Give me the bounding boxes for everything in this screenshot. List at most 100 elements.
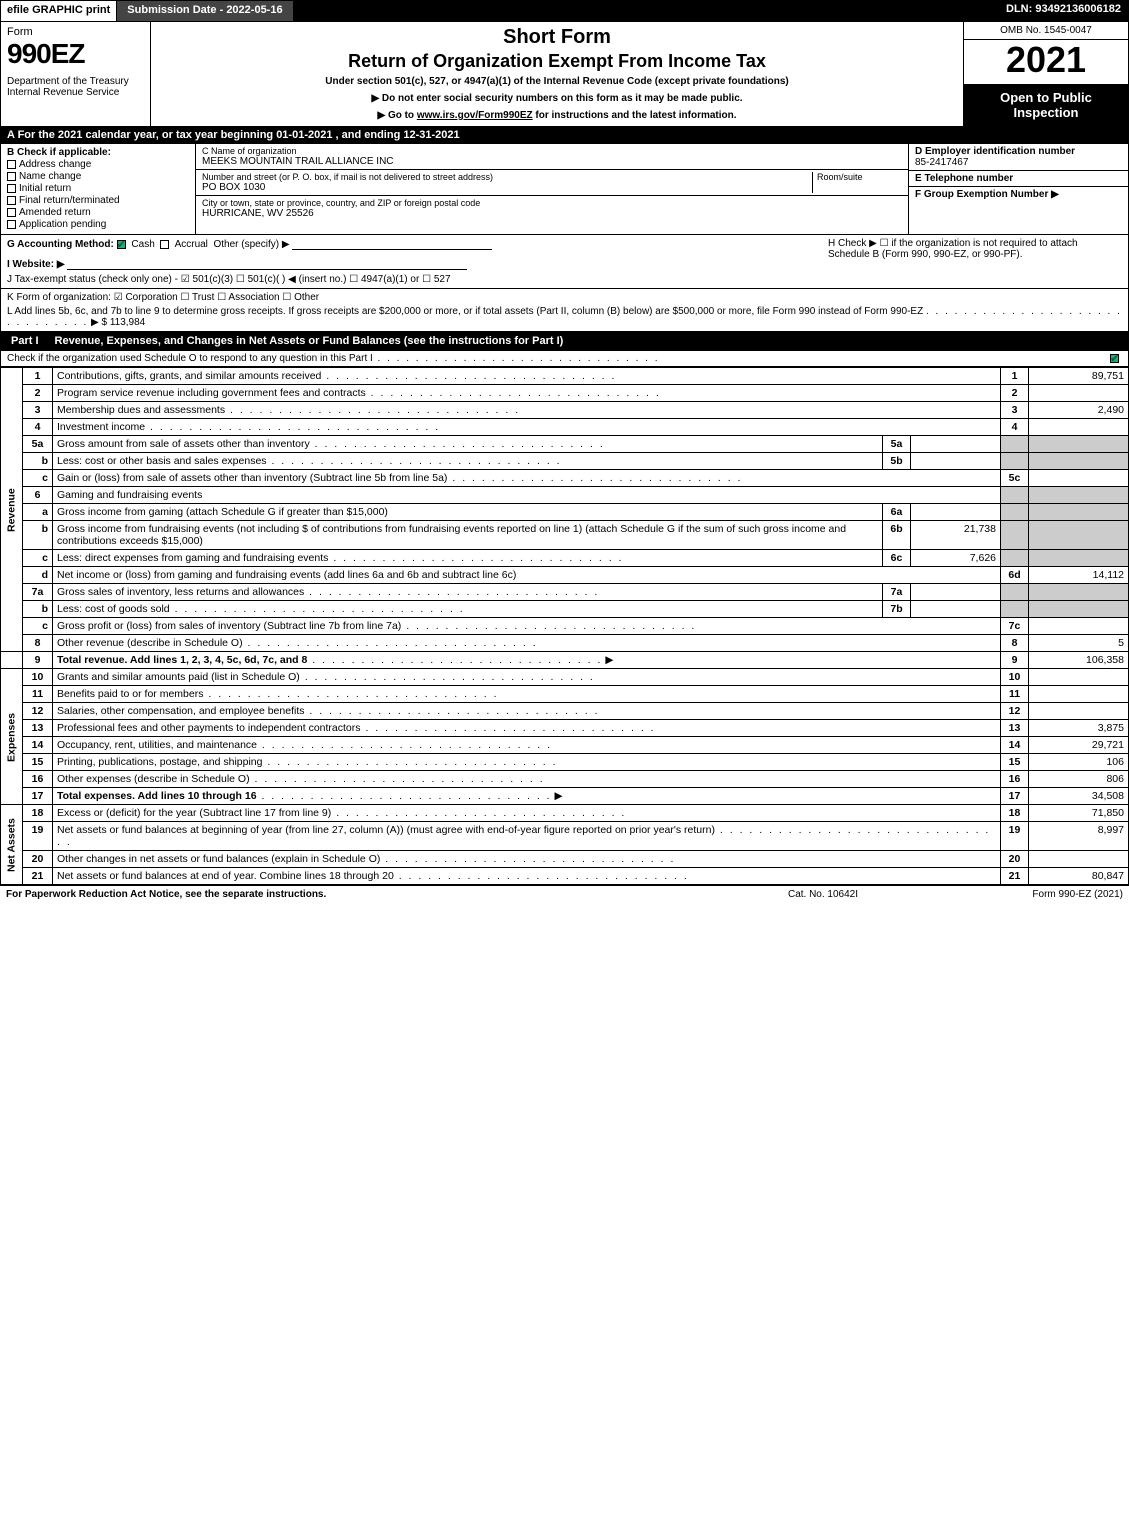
row-19-desc: Net assets or fund balances at beginning… (53, 822, 1001, 851)
chk-application-pending[interactable] (7, 220, 16, 229)
row-5b-desc: Less: cost or other basis and sales expe… (53, 453, 883, 470)
row-10-desc: Grants and similar amounts paid (list in… (53, 669, 1001, 686)
chk-accrual[interactable] (160, 240, 169, 249)
chk-address-change[interactable] (7, 160, 16, 169)
line-k: K Form of organization: ☑ Corporation ☐ … (7, 292, 1122, 303)
row-8-box: 8 (1001, 635, 1029, 652)
row-3-val: 2,490 (1029, 402, 1129, 419)
website-input[interactable] (67, 258, 467, 270)
line-i: I Website: ▶ (7, 258, 822, 270)
opt-address: Address change (19, 159, 91, 170)
row-7c-val (1029, 618, 1129, 635)
row-5b-mval (911, 453, 1001, 470)
row-20-box: 20 (1001, 851, 1029, 868)
c-street-label: Number and street (or P. O. box, if mail… (202, 172, 812, 182)
chk-amended-return[interactable] (7, 208, 16, 217)
row-15-num: 15 (23, 754, 53, 771)
row-7c-desc: Gross profit or (loss) from sales of inv… (53, 618, 1001, 635)
netassets-side-label: Net Assets (1, 805, 23, 885)
row-6c-desc: Less: direct expenses from gaming and fu… (53, 550, 883, 567)
g-other-input[interactable] (292, 238, 492, 250)
form-number: 990EZ (7, 38, 144, 70)
c-name-label: C Name of organization (202, 146, 902, 156)
row-6a-shade2 (1029, 504, 1129, 521)
line-a-text: A For the 2021 calendar year, or tax yea… (7, 129, 460, 141)
row-14-val: 29,721 (1029, 737, 1129, 754)
row-13-val: 3,875 (1029, 720, 1129, 737)
row-8-val: 5 (1029, 635, 1129, 652)
row-6d-box: 6d (1001, 567, 1029, 584)
chk-initial-return[interactable] (7, 184, 16, 193)
row-15-val: 106 (1029, 754, 1129, 771)
org-street: PO BOX 1030 (202, 182, 812, 193)
instruction-goto: ▶ Go to www.irs.gov/Form990EZ for instru… (159, 110, 955, 121)
row-4-box: 4 (1001, 419, 1029, 436)
row-9-num: 9 (23, 652, 53, 669)
row-19-box: 19 (1001, 822, 1029, 851)
row-5b-shade2 (1029, 453, 1129, 470)
f-label: F Group Exemption Number ▶ (915, 189, 1122, 200)
row-3-box: 3 (1001, 402, 1029, 419)
row-6c-mval: 7,626 (911, 550, 1001, 567)
row-7a-mval (911, 584, 1001, 601)
row-6-desc: Gaming and fundraising events (53, 487, 1001, 504)
dept-label: Department of the Treasury (7, 76, 144, 87)
row-7a-desc: Gross sales of inventory, less returns a… (53, 584, 883, 601)
irs-link[interactable]: www.irs.gov/Form990EZ (417, 110, 533, 121)
efile-print-label[interactable]: efile GRAPHIC print (0, 0, 117, 22)
chk-name-change[interactable] (7, 172, 16, 181)
row-13-box: 13 (1001, 720, 1029, 737)
open-to-public: Open to Public Inspection (964, 84, 1128, 126)
row-19-val: 8,997 (1029, 822, 1129, 851)
row-6c-num: c (23, 550, 53, 567)
row-5a-shade1 (1001, 436, 1029, 453)
row-11-desc: Benefits paid to or for members (53, 686, 1001, 703)
row-7b-mid: 7b (883, 601, 911, 618)
row-12-box: 12 (1001, 703, 1029, 720)
row-17-text: Total expenses. Add lines 10 through 16 (57, 790, 257, 802)
row-4-num: 4 (23, 419, 53, 436)
row-5c-box: 5c (1001, 470, 1029, 487)
chk-final-return[interactable] (7, 196, 16, 205)
row-5c-desc: Gain or (loss) from sale of assets other… (53, 470, 1001, 487)
c-city-label: City or town, state or province, country… (202, 198, 902, 208)
row-13-num: 13 (23, 720, 53, 737)
row-7b-shade2 (1029, 601, 1129, 618)
row-4-desc: Investment income (53, 419, 1001, 436)
row-5a-mval (911, 436, 1001, 453)
row-10-val (1029, 669, 1129, 686)
row-3-num: 3 (23, 402, 53, 419)
row-20-num: 20 (23, 851, 53, 868)
row-6b-shade1 (1001, 521, 1029, 550)
row-15-desc: Printing, publications, postage, and shi… (53, 754, 1001, 771)
row-7a-num: 7a (23, 584, 53, 601)
chk-cash[interactable] (117, 240, 126, 249)
row-19-num: 19 (23, 822, 53, 851)
row-1-num: 1 (23, 368, 53, 385)
part-i-sub: Check if the organization used Schedule … (0, 351, 1129, 367)
row-7c-num: c (23, 618, 53, 635)
org-city: HURRICANE, WV 25526 (202, 208, 902, 219)
goto-prefix: ▶ Go to (377, 110, 416, 121)
title-return: Return of Organization Exempt From Incom… (159, 51, 955, 72)
form-header: Form 990EZ Department of the Treasury In… (0, 22, 1129, 127)
e-label: E Telephone number (915, 173, 1122, 184)
i-label: I Website: ▶ (7, 259, 65, 270)
chk-schedule-o[interactable] (1110, 354, 1119, 363)
row-7a-shade2 (1029, 584, 1129, 601)
line-l: L Add lines 5b, 6c, and 7b to line 9 to … (7, 306, 1122, 328)
row-6b-mid: 6b (883, 521, 911, 550)
row-9-val: 106,358 (1029, 652, 1129, 669)
l-text: L Add lines 5b, 6c, and 7b to line 9 to … (7, 306, 923, 317)
row-18-box: 18 (1001, 805, 1029, 822)
row-6-shade2 (1029, 487, 1129, 504)
part-i-sub-text: Check if the organization used Schedule … (7, 353, 1102, 364)
footer-cat-no: Cat. No. 10642I (723, 889, 923, 900)
row-6a-desc: Gross income from gaming (attach Schedul… (53, 504, 883, 521)
row-6-shade1 (1001, 487, 1029, 504)
row-5b-num: b (23, 453, 53, 470)
part-i-table: Revenue 1 Contributions, gifts, grants, … (0, 367, 1129, 885)
form-title-block: Short Form Return of Organization Exempt… (151, 22, 963, 126)
row-21-num: 21 (23, 868, 53, 885)
row-6d-num: d (23, 567, 53, 584)
